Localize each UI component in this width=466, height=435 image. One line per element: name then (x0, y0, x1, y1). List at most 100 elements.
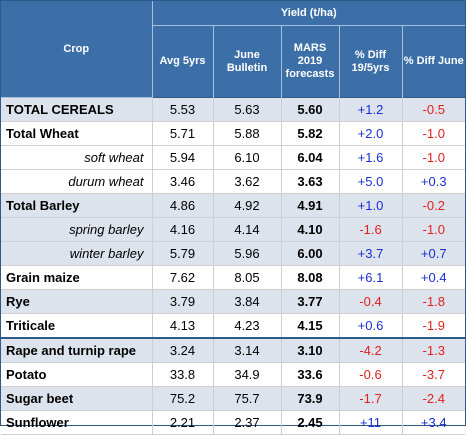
table-row: Triticale 4.13 4.23 4.15 +0.6 -1.9 (1, 314, 465, 339)
avg-5yrs-cell: 7.62 (152, 266, 213, 290)
mars-forecast-cell: 6.00 (281, 242, 339, 266)
mars-forecast-cell: 5.60 (281, 98, 339, 122)
diff-june-cell: -0.2 (402, 194, 465, 218)
table-row: Total Barley 4.86 4.92 4.91 +1.0 -0.2 (1, 194, 465, 218)
june-bulletin-cell: 75.7 (213, 387, 281, 411)
table-header: Crop Yield (t/ha) Avg 5yrs June Bulletin… (1, 1, 465, 98)
crop-name-cell: soft wheat (1, 146, 152, 170)
mars-forecast-cell: 3.10 (281, 338, 339, 363)
diff-june-cell: -1.0 (402, 146, 465, 170)
june-bulletin-cell: 5.88 (213, 122, 281, 146)
table-row: Potato 33.8 34.9 33.6 -0.6 -3.7 (1, 363, 465, 387)
mars-forecast-cell: 33.6 (281, 363, 339, 387)
diff-june-cell: +0.3 (402, 170, 465, 194)
avg-5yrs-cell: 3.24 (152, 338, 213, 363)
diff-june-header: % Diff June (402, 26, 465, 98)
table-row: Sugar beet 75.2 75.7 73.9 -1.7 -2.4 (1, 387, 465, 411)
diff-5yrs-cell: +0.6 (339, 314, 402, 339)
diff-5yrs-cell: -1.7 (339, 387, 402, 411)
crop-name-cell: Rye (1, 290, 152, 314)
mars-forecast-cell: 5.82 (281, 122, 339, 146)
table-row: winter barley 5.79 5.96 6.00 +3.7 +0.7 (1, 242, 465, 266)
diff-june-cell: -2.4 (402, 387, 465, 411)
crop-column-header: Crop (1, 1, 152, 98)
avg-5yrs-cell: 5.53 (152, 98, 213, 122)
yield-group-header: Yield (t/ha) (152, 1, 465, 26)
avg-5yrs-header: Avg 5yrs (152, 26, 213, 98)
crop-name-cell: Rape and turnip rape (1, 338, 152, 363)
june-bulletin-cell: 4.92 (213, 194, 281, 218)
mars-forecast-cell: 8.08 (281, 266, 339, 290)
june-bulletin-cell: 3.84 (213, 290, 281, 314)
diff-june-cell: -0.5 (402, 98, 465, 122)
table-body: TOTAL CEREALS 5.53 5.63 5.60 +1.2 -0.5 Total W… (1, 98, 465, 435)
table-row: soft wheat 5.94 6.10 6.04 +1.6 -1.0 (1, 146, 465, 170)
crop-name-cell: Grain maize (1, 266, 152, 290)
mars-forecast-cell: 2.45 (281, 411, 339, 435)
crop-name-cell: Triticale (1, 314, 152, 339)
avg-5yrs-cell: 4.86 (152, 194, 213, 218)
table-row: Rape and turnip rape 3.24 3.14 3.10 -4.2 -1.3 (1, 338, 465, 363)
diff-5yrs-cell: +5.0 (339, 170, 402, 194)
june-bulletin-cell: 5.63 (213, 98, 281, 122)
crop-name-cell: Sugar beet (1, 387, 152, 411)
june-bulletin-cell: 8.05 (213, 266, 281, 290)
avg-5yrs-cell: 75.2 (152, 387, 213, 411)
diff-june-cell: -1.8 (402, 290, 465, 314)
table-row: Total Wheat 5.71 5.88 5.82 +2.0 -1.0 (1, 122, 465, 146)
table-row: Sunflower 2.21 2.37 2.45 +11 +3.4 (1, 411, 465, 435)
avg-5yrs-cell: 33.8 (152, 363, 213, 387)
mars-forecast-cell: 3.77 (281, 290, 339, 314)
diff-5yrs-cell: +1.2 (339, 98, 402, 122)
diff-5yrs-cell: +1.6 (339, 146, 402, 170)
diff-june-cell: -1.3 (402, 338, 465, 363)
june-bulletin-cell: 34.9 (213, 363, 281, 387)
diff-june-cell: -3.7 (402, 363, 465, 387)
crop-name-cell: spring barley (1, 218, 152, 242)
crop-name-cell: Potato (1, 363, 152, 387)
diff-5yrs-cell: +11 (339, 411, 402, 435)
mars-forecast-cell: 73.9 (281, 387, 339, 411)
june-bulletin-cell: 5.96 (213, 242, 281, 266)
mars-forecast-cell: 4.10 (281, 218, 339, 242)
diff-5yrs-cell: -1.6 (339, 218, 402, 242)
diff-june-cell: -1.9 (402, 314, 465, 339)
mars-forecast-cell: 6.04 (281, 146, 339, 170)
avg-5yrs-cell: 5.79 (152, 242, 213, 266)
diff-june-cell: +3.4 (402, 411, 465, 435)
table-row: spring barley 4.16 4.14 4.10 -1.6 -1.0 (1, 218, 465, 242)
mars-forecast-cell: 3.63 (281, 170, 339, 194)
crop-name-cell: Total Wheat (1, 122, 152, 146)
diff-5yrs-cell: -4.2 (339, 338, 402, 363)
avg-5yrs-cell: 3.79 (152, 290, 213, 314)
avg-5yrs-cell: 5.94 (152, 146, 213, 170)
june-bulletin-cell: 2.37 (213, 411, 281, 435)
avg-5yrs-cell: 2.21 (152, 411, 213, 435)
june-bulletin-cell: 3.62 (213, 170, 281, 194)
table-row: Rye 3.79 3.84 3.77 -0.4 -1.8 (1, 290, 465, 314)
diff-5yrs-header: % Diff 19/5yrs (339, 26, 402, 98)
mars-forecast-cell: 4.91 (281, 194, 339, 218)
diff-june-cell: +0.7 (402, 242, 465, 266)
june-bulletin-header: June Bulletin (213, 26, 281, 98)
crop-name-cell: TOTAL CEREALS (1, 98, 152, 122)
avg-5yrs-cell: 3.46 (152, 170, 213, 194)
diff-5yrs-cell: +1.0 (339, 194, 402, 218)
yield-table-container: Crop Yield (t/ha) Avg 5yrs June Bulletin… (0, 0, 466, 426)
june-bulletin-cell: 3.14 (213, 338, 281, 363)
diff-june-cell: -1.0 (402, 218, 465, 242)
crop-name-cell: Sunflower (1, 411, 152, 435)
diff-5yrs-cell: +2.0 (339, 122, 402, 146)
avg-5yrs-cell: 4.16 (152, 218, 213, 242)
crop-name-cell: winter barley (1, 242, 152, 266)
june-bulletin-cell: 4.14 (213, 218, 281, 242)
table-row: TOTAL CEREALS 5.53 5.63 5.60 +1.2 -0.5 (1, 98, 465, 122)
mars-forecast-header: MARS 2019 forecasts (281, 26, 339, 98)
diff-5yrs-cell: +3.7 (339, 242, 402, 266)
diff-5yrs-cell: -0.6 (339, 363, 402, 387)
avg-5yrs-cell: 5.71 (152, 122, 213, 146)
crop-name-cell: Total Barley (1, 194, 152, 218)
mars-forecast-cell: 4.15 (281, 314, 339, 339)
crop-name-cell: durum wheat (1, 170, 152, 194)
